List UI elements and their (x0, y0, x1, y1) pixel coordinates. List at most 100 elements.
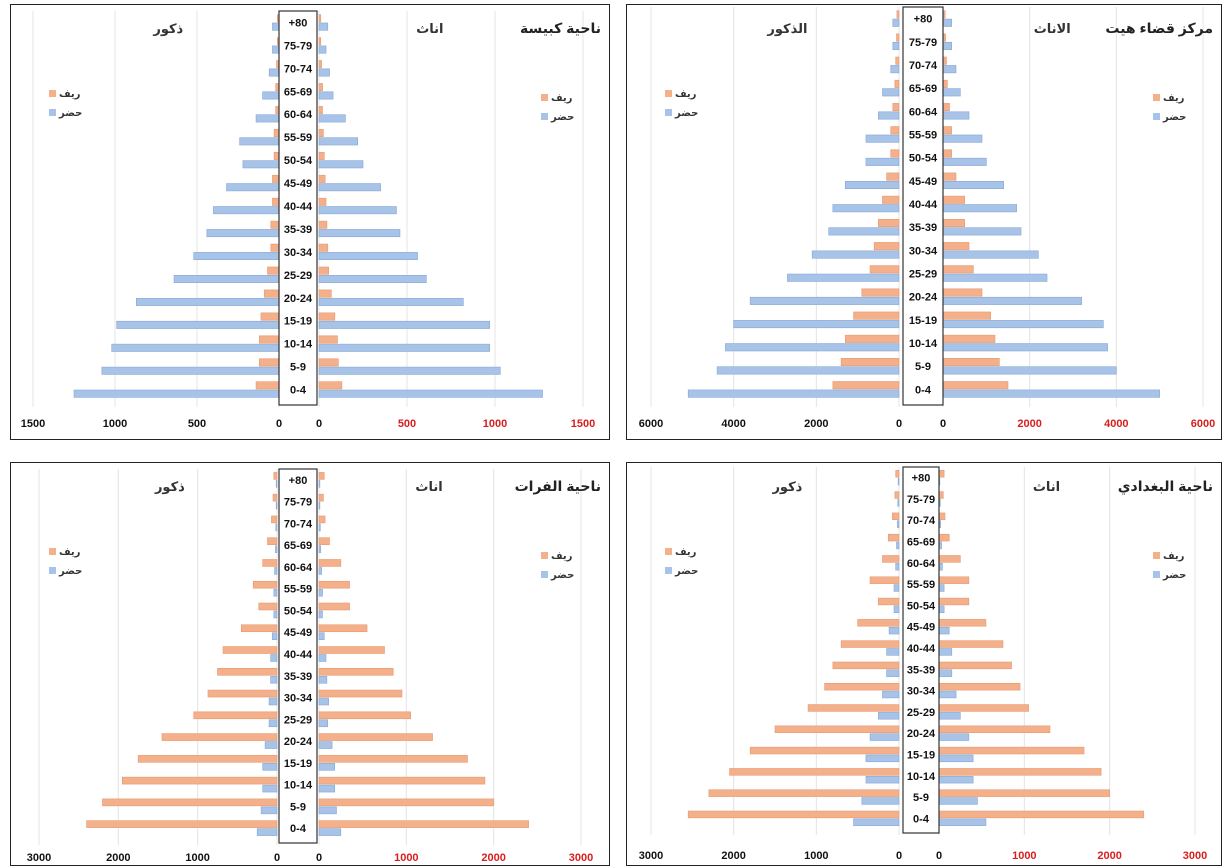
bar-male-rural (267, 537, 278, 545)
legend-swatch-urban (1153, 571, 1160, 578)
legend-swatch-urban (541, 113, 548, 120)
bar-female-rural (318, 197, 327, 206)
bar-male-rural (887, 533, 900, 542)
bar-female-rural (942, 358, 1000, 367)
legend-swatch-rural (49, 548, 56, 555)
age-group-label: 60-64 (284, 562, 313, 574)
bar-male-urban (749, 296, 900, 305)
age-group-label: 55-59 (909, 129, 937, 141)
bar-male-urban (893, 605, 900, 614)
bar-female-rural (942, 334, 996, 343)
bar-female-rural (938, 619, 987, 627)
age-group-label: 35-39 (909, 222, 937, 234)
bar-male-urban (262, 784, 278, 793)
bar-female-urban (318, 610, 323, 619)
bar-female-rural (318, 820, 529, 828)
bar-female-urban (318, 480, 321, 488)
bar-male-rural (861, 288, 900, 297)
bar-female-urban (942, 273, 1048, 282)
bar-female-rural (938, 640, 1004, 648)
age-group-label: 5-9 (290, 362, 306, 374)
legend-label-rural: ريف (59, 547, 81, 558)
bar-male-rural (896, 33, 900, 42)
bar-female-rural (938, 661, 1012, 670)
tick-label-left: 2000 (804, 418, 828, 430)
bar-male-rural (259, 358, 280, 367)
tick-label-left: 1500 (21, 418, 45, 430)
bar-female-urban (938, 626, 950, 635)
age-group-label: 25-29 (284, 714, 312, 726)
age-group-label: 5-9 (290, 801, 306, 813)
age-group-label: 50-54 (284, 155, 313, 167)
bar-female-urban (318, 675, 328, 684)
bar-male-urban (193, 252, 280, 261)
bar-female-rural (942, 103, 950, 112)
female-label: اناث (416, 21, 443, 36)
bar-female-rural (942, 311, 991, 320)
bar-female-urban (318, 183, 381, 192)
tick-label-left: 2000 (106, 852, 130, 864)
bar-female-rural (938, 533, 950, 542)
age-group-label: 10-14 (907, 771, 936, 783)
bar-female-urban (318, 806, 337, 815)
bar-male-urban (890, 65, 900, 74)
male-label: ذكور (771, 479, 802, 494)
pyramid-svg: 0-4 5-9 10-14 15-19 20-24 25-29 30-34 35-39 40-4… (639, 6, 1215, 430)
bar-male-urban (239, 137, 280, 146)
tick-label-right: 1000 (1012, 850, 1036, 862)
bar-female-urban (942, 227, 1022, 236)
bar-female-urban (318, 588, 323, 597)
age-group-label: +80 (914, 14, 933, 26)
bar-female-urban (942, 320, 1104, 329)
bar-female-rural (318, 624, 368, 633)
age-axis-box (278, 468, 318, 844)
age-group-label: 70-74 (284, 518, 313, 530)
bar-male-rural (207, 689, 278, 698)
bar-male-rural (260, 312, 280, 321)
bar-male-rural (241, 624, 278, 633)
bar-female-rural (942, 195, 965, 204)
female-label: الاناث (1034, 21, 1071, 36)
bar-male-rural (895, 56, 900, 65)
bar-female-urban (938, 605, 945, 614)
bar-female-urban (942, 88, 961, 97)
bar-female-urban (318, 343, 491, 352)
bar-female-urban (318, 741, 333, 749)
bar-male-rural (892, 103, 900, 112)
bar-male-urban (861, 797, 900, 805)
bar-male-rural (869, 576, 900, 584)
bar-male-urban (226, 183, 280, 192)
bar-male-rural (273, 129, 280, 137)
bar-male-urban (268, 719, 278, 728)
bar-male-urban (213, 206, 280, 215)
bar-female-urban (942, 181, 1004, 190)
bar-male-urban (865, 754, 900, 763)
chart-title: ناحية كبيسة (520, 20, 601, 36)
bar-female-rural (318, 243, 329, 252)
bar-male-urban (73, 389, 280, 398)
bar-male-urban (896, 541, 900, 550)
bar-male-urban (897, 520, 900, 528)
age-group-label: 10-14 (284, 780, 313, 792)
bar-female-urban (942, 296, 1082, 305)
age-group-label: 45-49 (284, 627, 312, 639)
tick-label-right: 0 (316, 418, 322, 430)
bar-female-urban (318, 828, 342, 836)
tick-label-right: 2000 (481, 852, 505, 864)
bar-female-rural (318, 60, 322, 69)
pyramid-panel-baghdadi: 0-4 5-9 10-14 15-19 20-24 25-29 30-34 35-39 40-4… (626, 462, 1222, 866)
age-group-label: 15-19 (909, 315, 937, 327)
bar-male-rural (86, 820, 278, 828)
bar-male-rural (252, 580, 278, 589)
bar-male-urban (733, 320, 900, 329)
bar-male-rural (895, 470, 900, 478)
bar-female-rural (318, 472, 325, 480)
bar-female-rural (938, 810, 1145, 819)
bar-female-urban (938, 754, 974, 763)
bar-male-urban (255, 114, 280, 123)
bar-male-urban (272, 22, 280, 31)
legend-swatch-rural (541, 94, 548, 101)
age-group-label: 5-9 (913, 792, 929, 804)
legend-label-urban: حضر (674, 566, 698, 577)
age-group-label: 35-39 (284, 224, 312, 236)
